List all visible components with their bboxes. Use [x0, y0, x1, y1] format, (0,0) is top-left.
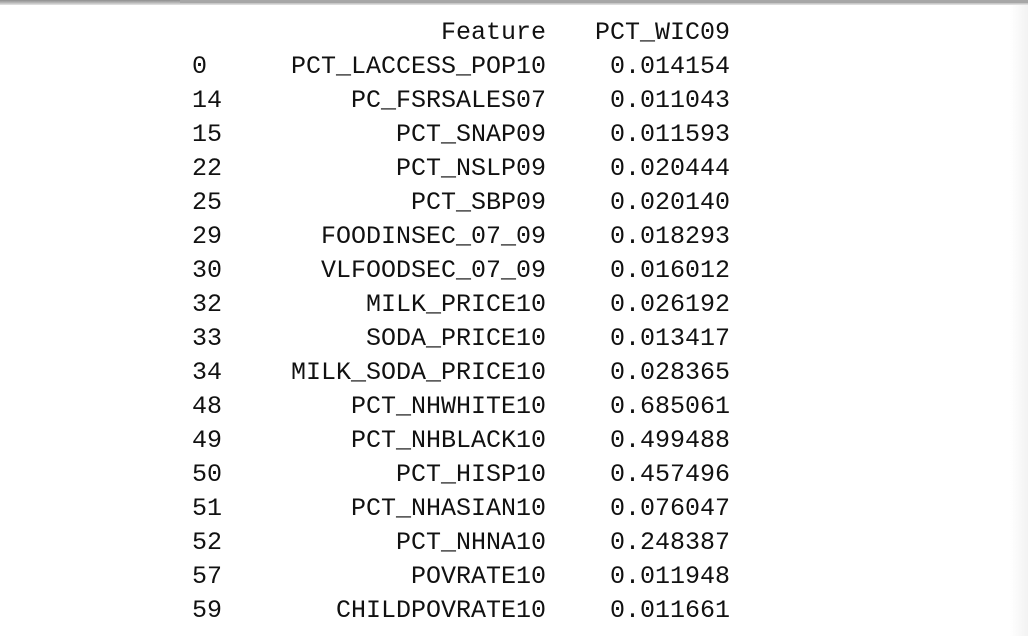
- table-row: 49 PCT_NHBLACK10 0.499488: [0, 424, 1028, 458]
- table-row: 14 PC_FSRSALES07 0.011043: [0, 84, 1028, 118]
- dataframe-output: Feature PCT_WIC09 0 PCT_LACCESS_POP10 0.…: [0, 16, 1028, 628]
- table-row: 30 VLFOODSEC_07_09 0.016012: [0, 254, 1028, 288]
- row-index: 50: [192, 460, 223, 489]
- value-cell: 0.248387: [609, 528, 730, 557]
- table-row: 33 SODA_PRICE10 0.013417: [0, 322, 1028, 356]
- row-index: 57: [192, 562, 223, 591]
- value-cell: 0.014154: [609, 52, 730, 81]
- table-row: 48 PCT_NHWHITE10 0.685061: [0, 390, 1028, 424]
- value-cell: 0.028365: [609, 358, 730, 387]
- value-cell: 0.457496: [609, 460, 730, 489]
- value-cell: 0.076047: [609, 494, 730, 523]
- table-row: 59 CHILDPOVRATE10 0.011661: [0, 594, 1028, 628]
- row-index: 48: [192, 392, 223, 421]
- value-cell: 0.013417: [609, 324, 730, 353]
- feature-cell: VLFOODSEC_07_09: [320, 256, 546, 285]
- row-index: 49: [192, 426, 223, 455]
- value-cell: 0.685061: [609, 392, 730, 421]
- feature-cell: PCT_NSLP09: [395, 154, 546, 183]
- table-row: 34 MILK_SODA_PRICE10 0.028365: [0, 356, 1028, 390]
- table-row: 29 FOODINSEC_07_09 0.018293: [0, 220, 1028, 254]
- row-index: 0: [192, 52, 208, 81]
- feature-cell: PCT_NHWHITE10: [350, 392, 546, 421]
- row-index: 30: [192, 256, 223, 285]
- row-index: 29: [192, 222, 223, 251]
- row-index: 59: [192, 596, 223, 625]
- table-row: 52 PCT_NHNA10 0.248387: [0, 526, 1028, 560]
- table-row: 0 PCT_LACCESS_POP10 0.014154: [0, 50, 1028, 84]
- value-cell: 0.020140: [609, 188, 730, 217]
- row-index: 33: [192, 324, 223, 353]
- table-row: 32 MILK_PRICE10 0.026192: [0, 288, 1028, 322]
- value-cell: 0.016012: [609, 256, 730, 285]
- feature-cell: PCT_SNAP09: [395, 120, 546, 149]
- value-cell: 0.499488: [609, 426, 730, 455]
- feature-cell: MILK_PRICE10: [365, 290, 546, 319]
- header-row: Feature PCT_WIC09: [0, 16, 1028, 50]
- value-cell: 0.011043: [609, 86, 730, 115]
- feature-cell: FOODINSEC_07_09: [320, 222, 546, 251]
- table-row: 15 PCT_SNAP09 0.011593: [0, 118, 1028, 152]
- value-cell: 0.026192: [609, 290, 730, 319]
- value-cell: 0.011593: [609, 120, 730, 149]
- value-cell: 0.020444: [609, 154, 730, 183]
- row-index: 25: [192, 188, 223, 217]
- feature-cell: PCT_NHBLACK10: [350, 426, 546, 455]
- feature-cell: MILK_SODA_PRICE10: [290, 358, 546, 387]
- feature-cell: SODA_PRICE10: [365, 324, 546, 353]
- row-index: 15: [192, 120, 223, 149]
- table-row: 51 PCT_NHASIAN10 0.076047: [0, 492, 1028, 526]
- row-index: 51: [192, 494, 223, 523]
- window-top-border-highlight: [180, 0, 1028, 3]
- value-cell: 0.011661: [609, 596, 730, 625]
- column-header-feature: Feature: [440, 18, 546, 47]
- feature-cell: PCT_LACCESS_POP10: [290, 52, 546, 81]
- value-cell: 0.018293: [609, 222, 730, 251]
- feature-cell: PCT_NHASIAN10: [350, 494, 546, 523]
- feature-cell: PC_FSRSALES07: [350, 86, 546, 115]
- row-index: 32: [192, 290, 223, 319]
- feature-cell: PCT_NHNA10: [395, 528, 546, 557]
- window-right-shadow: [1010, 5, 1028, 636]
- table-row: 22 PCT_NSLP09 0.020444: [0, 152, 1028, 186]
- value-cell: 0.011948: [609, 562, 730, 591]
- table-row: 25 PCT_SBP09 0.020140: [0, 186, 1028, 220]
- table-row: 50 PCT_HISP10 0.457496: [0, 458, 1028, 492]
- feature-cell: CHILDPOVRATE10: [335, 596, 546, 625]
- row-index: 14: [192, 86, 223, 115]
- column-header-pct-wic09: PCT_WIC09: [594, 18, 730, 47]
- table-row: 57 POVRATE10 0.011948: [0, 560, 1028, 594]
- row-index: 34: [192, 358, 223, 387]
- feature-cell: PCT_HISP10: [395, 460, 546, 489]
- row-index: 22: [192, 154, 223, 183]
- row-index: 52: [192, 528, 223, 557]
- feature-cell: PCT_SBP09: [410, 188, 546, 217]
- feature-cell: POVRATE10: [410, 562, 546, 591]
